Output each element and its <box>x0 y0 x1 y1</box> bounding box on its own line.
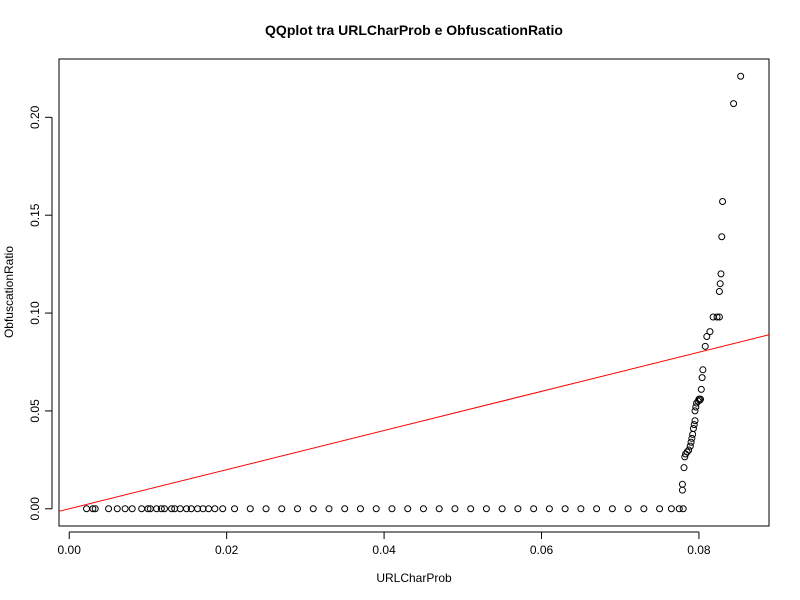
data-point <box>91 505 99 513</box>
data-point <box>691 407 699 415</box>
data-point <box>561 505 569 513</box>
data-point <box>715 313 723 321</box>
data-point <box>690 421 698 429</box>
data-point <box>689 425 697 433</box>
data-point <box>138 505 146 513</box>
y-tick-label: 0.15 <box>28 203 42 227</box>
data-point <box>624 505 632 513</box>
data-point <box>678 480 686 488</box>
data-point <box>113 505 121 513</box>
data-point <box>168 505 176 513</box>
reference-line-layer <box>58 334 770 512</box>
data-point <box>160 505 168 513</box>
data-point <box>577 505 585 513</box>
data-point <box>451 505 459 513</box>
data-point <box>730 100 738 108</box>
data-point <box>128 505 136 513</box>
data-point <box>341 505 349 513</box>
data-point <box>231 505 239 513</box>
data-point <box>404 505 412 513</box>
data-point <box>675 505 683 513</box>
y-tick-label: 0.05 <box>28 399 42 423</box>
data-point <box>153 505 161 513</box>
data-point <box>530 505 538 513</box>
data-point <box>246 505 254 513</box>
data-point <box>656 505 664 513</box>
data-point <box>482 505 490 513</box>
data-point <box>680 464 688 472</box>
data-point <box>83 505 91 513</box>
data-point <box>278 505 286 513</box>
data-point <box>716 280 724 288</box>
data-point <box>737 72 745 80</box>
data-point <box>294 505 302 513</box>
y-tick-label: 0.00 <box>28 497 42 521</box>
data-point <box>688 434 696 442</box>
x-tick-label: 0.04 <box>372 543 396 557</box>
y-tick-label: 0.20 <box>28 105 42 129</box>
reference-line <box>58 334 770 512</box>
data-point <box>679 505 687 513</box>
data-point <box>692 403 700 411</box>
y-axis-label: ObfuscationRatio <box>2 246 16 338</box>
data-point <box>498 505 506 513</box>
data-point <box>640 505 648 513</box>
data-point <box>356 505 364 513</box>
data-point <box>678 486 686 494</box>
data-point <box>467 505 475 513</box>
points-layer <box>83 72 745 513</box>
data-point <box>157 505 165 513</box>
data-point <box>696 396 704 404</box>
x-axis-label: URLCharProb <box>376 571 452 585</box>
data-point <box>419 505 427 513</box>
y-tick-label: 0.10 <box>28 301 42 325</box>
data-point <box>698 374 706 382</box>
x-tick-label: 0.02 <box>215 543 239 557</box>
data-point <box>697 385 705 393</box>
data-point <box>388 505 396 513</box>
x-tick-label: 0.06 <box>530 543 554 557</box>
data-point <box>689 430 697 438</box>
data-point <box>667 505 675 513</box>
chart-title: QQplot tra URLCharProb e ObfuscationRati… <box>265 22 563 38</box>
data-point <box>608 505 616 513</box>
data-point <box>706 328 714 336</box>
data-point <box>717 270 725 278</box>
data-point <box>309 505 317 513</box>
data-point <box>691 417 699 425</box>
y-axis: 0.00 0.05 0.10 0.15 0.20 <box>28 105 53 521</box>
data-point <box>713 313 721 321</box>
data-point <box>683 448 691 456</box>
data-point <box>715 288 723 296</box>
data-point <box>719 197 727 205</box>
data-point <box>593 505 601 513</box>
data-point <box>699 366 707 374</box>
data-point <box>262 505 270 513</box>
data-point <box>545 505 553 513</box>
data-point <box>105 505 113 513</box>
data-point <box>701 342 709 350</box>
data-point <box>686 442 694 450</box>
data-point <box>435 505 443 513</box>
data-point <box>121 505 129 513</box>
data-point <box>325 505 333 513</box>
x-tick-label: 0.08 <box>687 543 711 557</box>
data-point <box>718 233 726 241</box>
data-point <box>211 505 219 513</box>
data-point <box>219 505 227 513</box>
x-tick-label: 0.00 <box>58 543 82 557</box>
plot-frame <box>58 58 770 527</box>
data-point <box>697 395 705 403</box>
data-point <box>703 333 711 341</box>
data-point <box>685 446 693 454</box>
x-axis: 0.00 0.02 0.04 0.06 0.08 <box>58 531 711 557</box>
data-point <box>687 438 695 446</box>
data-point <box>89 505 97 513</box>
data-point <box>144 505 152 513</box>
data-point <box>183 505 191 513</box>
data-point <box>514 505 522 513</box>
data-point <box>372 505 380 513</box>
